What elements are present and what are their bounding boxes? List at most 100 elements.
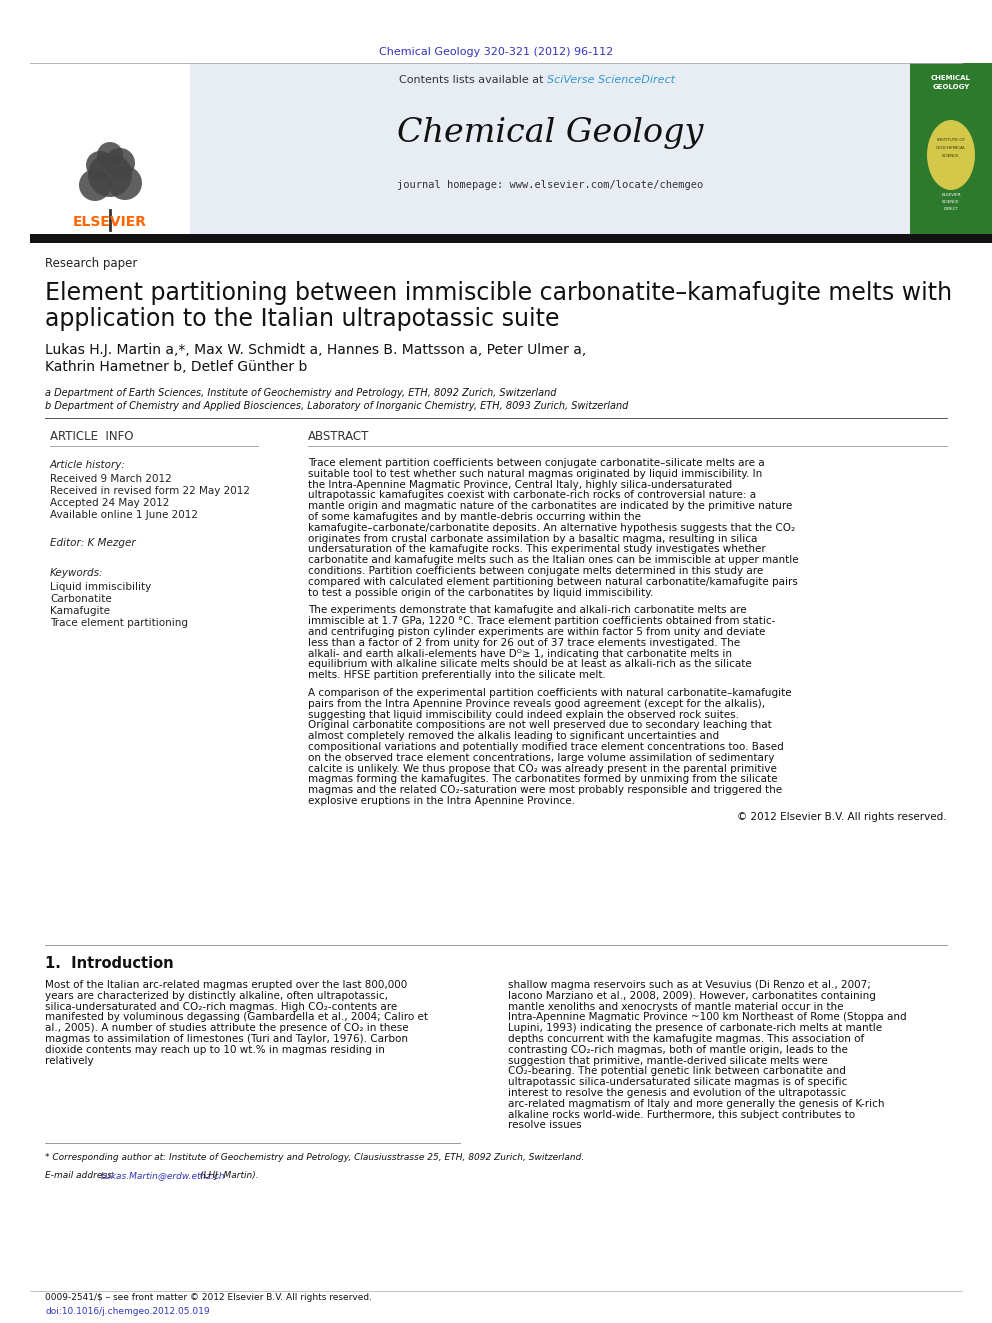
Text: magmas and the related CO₂-saturation were most probably responsible and trigger: magmas and the related CO₂-saturation we… xyxy=(308,785,782,795)
Text: the Intra-Apennine Magmatic Province, Central Italy, highly silica-undersaturate: the Intra-Apennine Magmatic Province, Ce… xyxy=(308,480,732,490)
Text: Contents lists available at: Contents lists available at xyxy=(399,75,547,85)
Text: Kathrin Hametner b, Detlef Günther b: Kathrin Hametner b, Detlef Günther b xyxy=(45,360,308,374)
Text: silica-undersaturated and CO₂-rich magmas. High CO₂-contents are: silica-undersaturated and CO₂-rich magma… xyxy=(45,1002,397,1012)
Text: journal homepage: www.elsevier.com/locate/chemgeo: journal homepage: www.elsevier.com/locat… xyxy=(397,180,703,191)
Text: Lukas H.J. Martin a,*, Max W. Schmidt a, Hannes B. Mattsson a, Peter Ulmer a,: Lukas H.J. Martin a,*, Max W. Schmidt a,… xyxy=(45,343,586,357)
Text: Received in revised form 22 May 2012: Received in revised form 22 May 2012 xyxy=(50,486,250,496)
Text: Carbonatite: Carbonatite xyxy=(50,594,112,605)
Circle shape xyxy=(105,148,135,179)
Text: Kamafugite: Kamafugite xyxy=(50,606,110,617)
Text: less than a factor of 2 from unity for 26 out of 37 trace elements investigated.: less than a factor of 2 from unity for 2… xyxy=(308,638,740,648)
Circle shape xyxy=(79,169,111,201)
Text: 0009-2541/$ – see front matter © 2012 Elsevier B.V. All rights reserved.: 0009-2541/$ – see front matter © 2012 El… xyxy=(45,1294,372,1303)
Text: explosive eruptions in the Intra Apennine Province.: explosive eruptions in the Intra Apennin… xyxy=(308,796,575,806)
Text: manifested by voluminous degassing (Gambardella et al., 2004; Caliro et: manifested by voluminous degassing (Gamb… xyxy=(45,1012,428,1023)
Text: SCIENCE: SCIENCE xyxy=(942,153,960,157)
Text: Lukas.Martin@erdw.ethz.ch: Lukas.Martin@erdw.ethz.ch xyxy=(101,1171,225,1180)
Bar xyxy=(910,64,992,235)
Text: ultrapotassic kamafugites coexist with carbonate-rich rocks of controversial nat: ultrapotassic kamafugites coexist with c… xyxy=(308,491,756,500)
Text: compared with calculated element partitioning between natural carbonatite/kamafu: compared with calculated element partiti… xyxy=(308,577,798,587)
Text: doi:10.1016/j.chemgeo.2012.05.019: doi:10.1016/j.chemgeo.2012.05.019 xyxy=(45,1307,209,1315)
Text: Accepted 24 May 2012: Accepted 24 May 2012 xyxy=(50,497,170,508)
Text: A comparison of the experimental partition coefficients with natural carbonatite: A comparison of the experimental partiti… xyxy=(308,688,792,699)
Text: GEOCHEMICAL: GEOCHEMICAL xyxy=(935,146,966,149)
Circle shape xyxy=(88,153,132,197)
Text: equilibrium with alkaline silicate melts should be at least as alkali-rich as th: equilibrium with alkaline silicate melts… xyxy=(308,659,752,669)
Text: © 2012 Elsevier B.V. All rights reserved.: © 2012 Elsevier B.V. All rights reserved… xyxy=(737,812,947,822)
Text: magmas forming the kamafugites. The carbonatites formed by unmixing from the sil: magmas forming the kamafugites. The carb… xyxy=(308,774,778,785)
Text: undersaturation of the kamafugite rocks. This experimental study investigates wh: undersaturation of the kamafugite rocks.… xyxy=(308,544,766,554)
Text: suggesting that liquid immiscibility could indeed explain the observed rock suit: suggesting that liquid immiscibility cou… xyxy=(308,709,739,720)
Text: Iacono Marziano et al., 2008, 2009). However, carbonatites containing: Iacono Marziano et al., 2008, 2009). How… xyxy=(508,991,876,1000)
Bar xyxy=(30,64,190,235)
Text: Trace element partition coefficients between conjugate carbonatite–silicate melt: Trace element partition coefficients bet… xyxy=(308,458,765,468)
Text: SciVerse ScienceDirect: SciVerse ScienceDirect xyxy=(547,75,675,85)
Text: magmas to assimilation of limestones (Turi and Taylor, 1976). Carbon: magmas to assimilation of limestones (Tu… xyxy=(45,1035,408,1044)
Text: a Department of Earth Sciences, Institute of Geochemistry and Petrology, ETH, 80: a Department of Earth Sciences, Institut… xyxy=(45,388,557,398)
Text: on the observed trace element concentrations, large volume assimilation of sedim: on the observed trace element concentrat… xyxy=(308,753,775,763)
Text: compositional variations and potentially modified trace element concentrations t: compositional variations and potentially… xyxy=(308,742,784,751)
Text: conditions. Partition coefficients between conjugate melts determined in this st: conditions. Partition coefficients betwe… xyxy=(308,566,763,576)
Text: interest to resolve the genesis and evolution of the ultrapotassic: interest to resolve the genesis and evol… xyxy=(508,1088,846,1098)
Text: melts. HFSE partition preferentially into the silicate melt.: melts. HFSE partition preferentially int… xyxy=(308,671,606,680)
Bar xyxy=(190,64,910,235)
Text: Available online 1 June 2012: Available online 1 June 2012 xyxy=(50,509,198,520)
Text: years are characterized by distinctly alkaline, often ultrapotassic,: years are characterized by distinctly al… xyxy=(45,991,388,1000)
Text: Keywords:: Keywords: xyxy=(50,568,103,578)
Text: Trace element partitioning: Trace element partitioning xyxy=(50,618,188,628)
Text: ELSEVIER: ELSEVIER xyxy=(73,216,147,229)
Text: contrasting CO₂-rich magmas, both of mantle origin, leads to the: contrasting CO₂-rich magmas, both of man… xyxy=(508,1045,848,1054)
Text: Most of the Italian arc-related magmas erupted over the last 800,000: Most of the Italian arc-related magmas e… xyxy=(45,980,408,990)
Text: Element partitioning between immiscible carbonatite–kamafugite melts with: Element partitioning between immiscible … xyxy=(45,280,952,306)
Text: Intra-Apennine Magmatic Province ~100 km Northeast of Rome (Stoppa and: Intra-Apennine Magmatic Province ~100 km… xyxy=(508,1012,907,1023)
Ellipse shape xyxy=(927,120,975,191)
Text: Article history:: Article history: xyxy=(50,460,126,470)
Text: INSTITUTE OF: INSTITUTE OF xyxy=(937,138,965,142)
Text: CO₂-bearing. The potential genetic link between carbonatite and: CO₂-bearing. The potential genetic link … xyxy=(508,1066,846,1077)
Text: 1.  Introduction: 1. Introduction xyxy=(45,955,174,971)
Text: (LHJ. Martin).: (LHJ. Martin). xyxy=(197,1171,259,1180)
Text: Received 9 March 2012: Received 9 March 2012 xyxy=(50,474,172,484)
Text: arc-related magmatism of Italy and more generally the genesis of K-rich: arc-related magmatism of Italy and more … xyxy=(508,1099,885,1109)
Text: carbonatite and kamafugite melts such as the Italian ones can be immiscible at u: carbonatite and kamafugite melts such as… xyxy=(308,556,799,565)
Text: almost completely removed the alkalis leading to significant uncertainties and: almost completely removed the alkalis le… xyxy=(308,732,719,741)
Text: application to the Italian ultrapotassic suite: application to the Italian ultrapotassic… xyxy=(45,307,559,331)
Text: mantle xenoliths and xenocrysts of mantle material occur in the: mantle xenoliths and xenocrysts of mantl… xyxy=(508,1002,843,1012)
Text: depths concurrent with the kamafugite magmas. This association of: depths concurrent with the kamafugite ma… xyxy=(508,1035,864,1044)
Text: alkaline rocks world-wide. Furthermore, this subject contributes to: alkaline rocks world-wide. Furthermore, … xyxy=(508,1110,855,1119)
Text: dioxide contents may reach up to 10 wt.% in magmas residing in: dioxide contents may reach up to 10 wt.%… xyxy=(45,1045,385,1054)
Text: * Corresponding author at: Institute of Geochemistry and Petrology, Clausiusstra: * Corresponding author at: Institute of … xyxy=(45,1154,584,1162)
Circle shape xyxy=(97,142,123,168)
Text: b Department of Chemistry and Applied Biosciences, Laboratory of Inorganic Chemi: b Department of Chemistry and Applied Bi… xyxy=(45,401,628,411)
Text: pairs from the Intra Apennine Province reveals good agreement (except for the al: pairs from the Intra Apennine Province r… xyxy=(308,699,765,709)
Bar xyxy=(30,234,992,243)
Text: al., 2005). A number of studies attribute the presence of CO₂ in these: al., 2005). A number of studies attribut… xyxy=(45,1023,409,1033)
Circle shape xyxy=(108,165,142,200)
Text: calcite is unlikely. We thus propose that CO₂ was already present in the parenta: calcite is unlikely. We thus propose tha… xyxy=(308,763,777,774)
Text: and centrifuging piston cylinder experiments are within factor 5 from unity and : and centrifuging piston cylinder experim… xyxy=(308,627,766,636)
Text: DIRECT: DIRECT xyxy=(943,206,958,210)
Text: relatively: relatively xyxy=(45,1056,93,1065)
Text: SCIENCE: SCIENCE xyxy=(942,200,960,204)
Text: Original carbonatite compositions are not well preserved due to secondary leachi: Original carbonatite compositions are no… xyxy=(308,721,772,730)
Text: of some kamafugites and by mantle-debris occurring within the: of some kamafugites and by mantle-debris… xyxy=(308,512,641,523)
Text: ABSTRACT: ABSTRACT xyxy=(308,430,369,443)
Circle shape xyxy=(86,151,114,179)
Text: suggestion that primitive, mantle-derived silicate melts were: suggestion that primitive, mantle-derive… xyxy=(508,1056,827,1065)
Text: mantle origin and magmatic nature of the carbonatites are indicated by the primi: mantle origin and magmatic nature of the… xyxy=(308,501,793,511)
Text: Liquid immiscibility: Liquid immiscibility xyxy=(50,582,151,591)
Text: GEOLOGY: GEOLOGY xyxy=(932,83,969,90)
Text: suitable tool to test whether such natural magmas originated by liquid immiscibi: suitable tool to test whether such natur… xyxy=(308,468,762,479)
Text: Chemical Geology: Chemical Geology xyxy=(397,116,703,149)
Text: CHEMICAL: CHEMICAL xyxy=(931,75,971,81)
Text: E-mail address:: E-mail address: xyxy=(45,1171,118,1180)
Text: Lupini, 1993) indicating the presence of carbonate-rich melts at mantle: Lupini, 1993) indicating the presence of… xyxy=(508,1023,882,1033)
Text: Chemical Geology 320-321 (2012) 96-112: Chemical Geology 320-321 (2012) 96-112 xyxy=(379,48,613,57)
Text: immiscible at 1.7 GPa, 1220 °C. Trace element partition coefficients obtained fr: immiscible at 1.7 GPa, 1220 °C. Trace el… xyxy=(308,617,776,626)
Text: kamafugite–carbonate/carbonatite deposits. An alternative hypothesis suggests th: kamafugite–carbonate/carbonatite deposit… xyxy=(308,523,796,533)
Text: shallow magma reservoirs such as at Vesuvius (Di Renzo et al., 2007;: shallow magma reservoirs such as at Vesu… xyxy=(508,980,871,990)
Text: alkali- and earth alkali-elements have Dᴼ≥ 1, indicating that carbonatite melts : alkali- and earth alkali-elements have D… xyxy=(308,648,732,659)
Text: ultrapotassic silica-undersaturated silicate magmas is of specific: ultrapotassic silica-undersaturated sili… xyxy=(508,1077,847,1088)
Text: ARTICLE  INFO: ARTICLE INFO xyxy=(50,430,134,443)
Text: ELSEVIER: ELSEVIER xyxy=(941,193,961,197)
